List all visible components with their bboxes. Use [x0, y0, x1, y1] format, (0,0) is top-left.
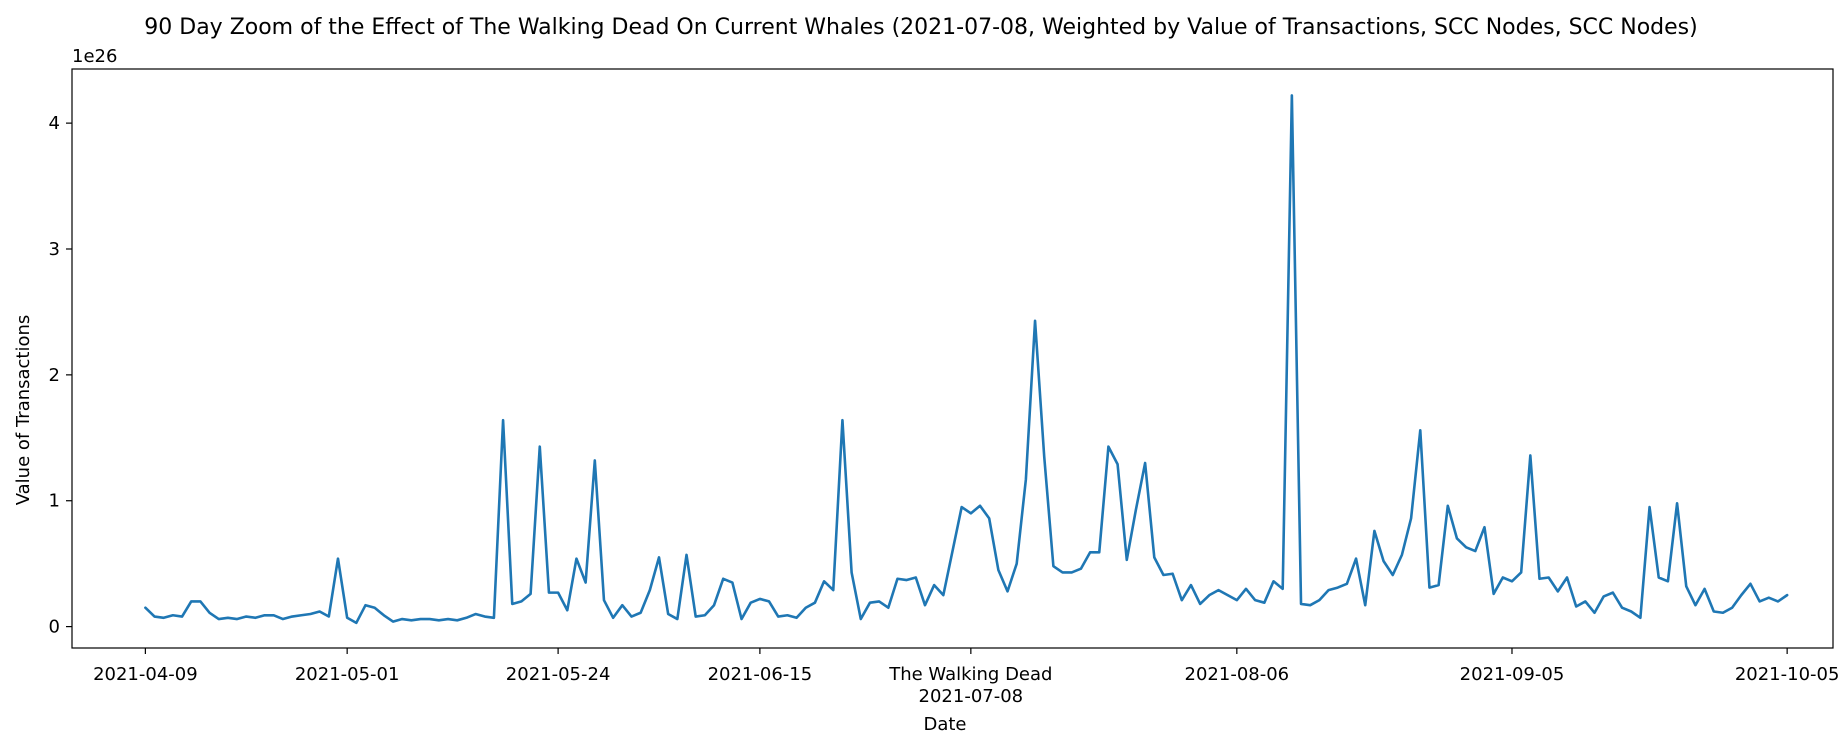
event-label: The Walking Dead — [888, 664, 1052, 685]
y-axis-ticks: 0 1 2 3 4 — [49, 113, 72, 638]
x-tick-label: 2021-10-05 — [1735, 664, 1840, 685]
axes-frame — [71, 68, 1834, 649]
x-tick-label: 2021-04-09 — [93, 664, 198, 685]
x-tick-label: 2021-05-24 — [506, 664, 611, 685]
y-tick-label: 2 — [49, 365, 60, 386]
y-tick-label: 4 — [49, 113, 60, 134]
x-tick-label: 2021-05-01 — [295, 664, 400, 685]
x-tick-label: 2021-06-15 — [708, 664, 813, 685]
x-axis-label: Date — [923, 714, 966, 735]
x-tick-label: 2021-09-05 — [1460, 664, 1565, 685]
y-axis-scale-label: 1e26 — [72, 46, 117, 67]
x-axis-ticks: 2021-04-09 2021-05-01 2021-05-24 2021-06-15… — [93, 648, 1839, 707]
y-axis-label: Value of Transactions — [13, 315, 34, 506]
y-tick-label: 3 — [49, 239, 60, 260]
series-line-0 — [144, 94, 1789, 625]
chart-title: 90 Day Zoom of the Effect of The Walking… — [144, 15, 1697, 40]
plot-area — [71, 68, 1834, 649]
y-tick-label: 0 — [49, 617, 60, 638]
x-tick-label: 2021-07-08 — [919, 686, 1024, 707]
x-tick-label: 2021-08-06 — [1185, 664, 1290, 685]
y-tick-label: 1 — [49, 491, 60, 512]
